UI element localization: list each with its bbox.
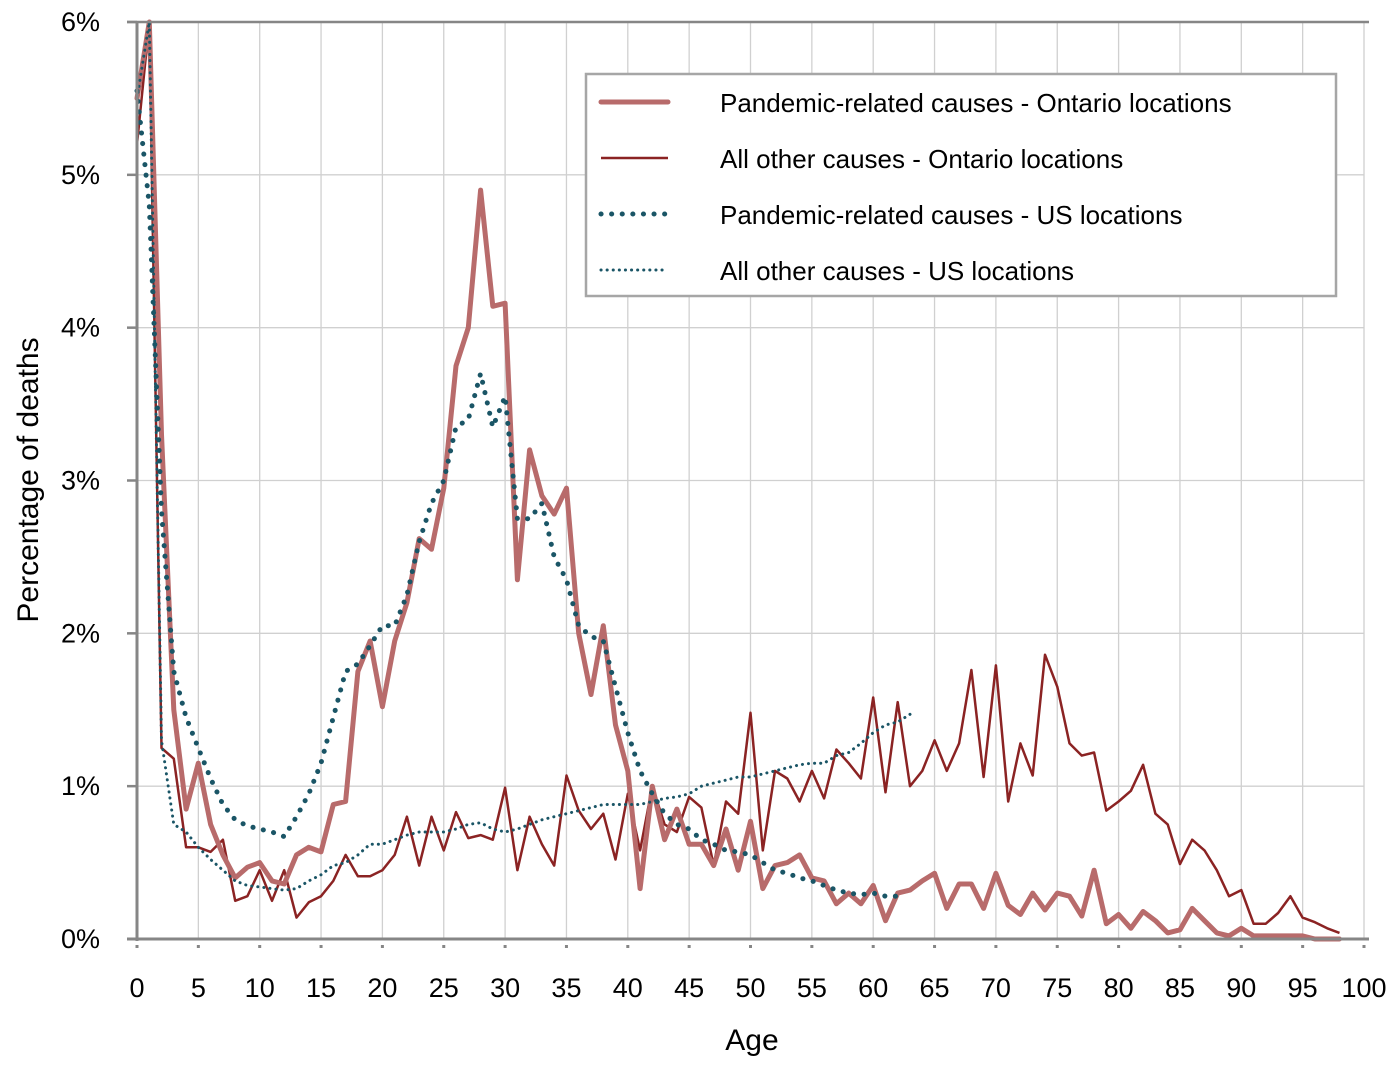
legend-label-3: All other causes - US locations	[720, 256, 1074, 286]
legend-label-1: All other causes - Ontario locations	[720, 144, 1123, 174]
x-tick-label: 45	[674, 973, 704, 1003]
x-tick-label: 80	[1104, 973, 1134, 1003]
y-tick-label: 3%	[61, 466, 100, 496]
y-tick-label: 5%	[61, 160, 100, 190]
x-tick-label: 95	[1288, 973, 1318, 1003]
x-tick-label: 60	[858, 973, 888, 1003]
x-tick-label: 35	[551, 973, 581, 1003]
x-tick-mark	[135, 945, 139, 948]
x-axis-title: Age	[725, 1024, 778, 1057]
x-tick-mark	[626, 945, 630, 948]
x-tick-label: 0	[129, 973, 144, 1003]
x-tick-mark	[749, 945, 752, 948]
x-tick-label: 100	[1341, 973, 1386, 1003]
x-tick-mark	[1178, 945, 1182, 948]
x-tick-mark	[1362, 945, 1366, 948]
x-tick-label: 40	[613, 973, 643, 1003]
y-tick-label: 2%	[61, 618, 100, 648]
x-tick-mark	[503, 945, 507, 948]
x-tick-mark	[1301, 945, 1305, 948]
x-tick-label: 15	[306, 973, 336, 1003]
x-tick-label: 65	[920, 973, 950, 1003]
axes	[127, 20, 1369, 948]
series-line-0	[134, 19, 1342, 942]
x-tick-mark	[442, 945, 446, 948]
legend: Pandemic-related causes - Ontario locati…	[584, 72, 1338, 298]
x-tick-label: 5	[191, 973, 206, 1003]
series-line-1	[135, 20, 1340, 935]
x-tick-label: 75	[1042, 973, 1072, 1003]
x-tick-label: 55	[797, 973, 827, 1003]
series-line-2	[134, 88, 901, 899]
legend-label-2: Pandemic-related causes - US locations	[720, 200, 1182, 230]
series-group	[134, 19, 1342, 942]
x-tick-mark	[564, 945, 568, 948]
series-line-3	[135, 20, 912, 892]
y-tick-label: 0%	[61, 924, 100, 954]
x-tick-label: 25	[429, 973, 459, 1003]
y-tick-label: 1%	[61, 771, 100, 801]
x-tick-mark	[1055, 945, 1059, 948]
x-tick-label: 85	[1165, 973, 1195, 1003]
x-tick-mark	[1117, 945, 1121, 948]
y-axis-title: Percentage of deaths	[12, 337, 45, 622]
y-tick-label: 4%	[61, 313, 100, 343]
tick-labels: 0% 1% 2% 3% 4% 5% 6% 0 5 10 15 20 25 30 35 40 45 50 55 60 65…	[61, 7, 1387, 1003]
x-tick-label: 30	[490, 973, 520, 1003]
x-tick-mark	[687, 945, 691, 948]
x-tick-mark	[871, 945, 875, 948]
x-tick-mark	[1239, 945, 1243, 948]
x-tick-mark	[380, 945, 384, 948]
x-tick-label: 50	[735, 973, 765, 1003]
x-tick-mark	[319, 945, 323, 948]
x-tick-mark	[258, 945, 262, 948]
x-tick-mark	[196, 945, 200, 948]
y-tick-label: 6%	[61, 7, 100, 37]
x-tick-label: 70	[981, 973, 1011, 1003]
legend-box	[584, 72, 1338, 298]
x-tick-label: 90	[1226, 973, 1256, 1003]
x-tick-label: 10	[245, 973, 275, 1003]
x-tick-mark	[810, 945, 814, 948]
legend-label-0: Pandemic-related causes - Ontario locati…	[720, 88, 1232, 118]
x-tick-label: 20	[367, 973, 397, 1003]
x-tick-mark	[994, 945, 998, 948]
x-tick-mark	[933, 945, 937, 948]
